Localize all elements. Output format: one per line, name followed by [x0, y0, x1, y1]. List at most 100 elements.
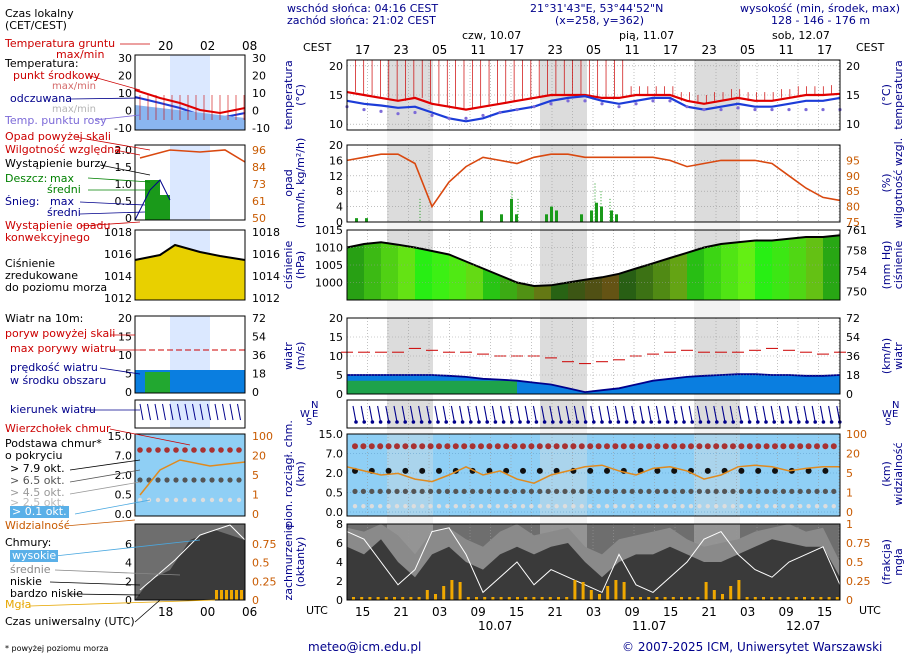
contact-email[interactable]: meteo@icm.edu.pl: [308, 640, 422, 654]
legend-leader: [114, 149, 141, 156]
mini-cloud-base: [200, 497, 206, 503]
wind-arrow-head: [460, 420, 465, 424]
cloud-base-dot: [806, 503, 811, 509]
cloud-base-dot: [604, 503, 610, 509]
kmh-axis-label-2: wiatr: [892, 342, 905, 370]
fog-bar: [483, 597, 487, 600]
fog-bar: [507, 597, 511, 600]
mini-wind-arrow: [207, 403, 211, 421]
cloud-top-dot: [738, 443, 745, 450]
precip-axis-label-2: (mm/h, kg/m²/h): [294, 138, 307, 229]
wind-arrow: [705, 405, 710, 423]
cloud-base-dot: [671, 488, 677, 494]
wind-arrow-head: [387, 420, 391, 424]
cloud-base-dot: [495, 488, 501, 494]
legend-fog: Mgła: [5, 598, 32, 611]
cloud-base-dot: [764, 488, 770, 494]
wind-arrow: [729, 405, 734, 423]
grid-position: (x=258, y=362): [555, 14, 645, 27]
cloud-top-dot: [360, 443, 367, 450]
wind-arrow-head: [583, 420, 588, 424]
cloud-base-dot: [722, 503, 727, 509]
mini-tick-left: 30: [118, 52, 132, 65]
okt-tick: 4: [336, 556, 343, 569]
compass-N: N: [311, 400, 318, 411]
panel-border: [346, 59, 841, 131]
fog-bar: [803, 597, 806, 600]
dewpoint-point: [447, 116, 451, 120]
mini-wind-arrow: [177, 403, 181, 421]
precip-tick: 20: [329, 139, 343, 152]
wind-arrow-head: [510, 420, 514, 424]
cloud-top-dot: [755, 443, 762, 450]
cloud-base-dot: [394, 503, 400, 509]
wind-arrow-head: [739, 420, 744, 424]
temp-axis-label: temperatura (°C): [282, 60, 307, 129]
temp-tick-right: 15: [846, 89, 860, 102]
temp-axis-label-2: (°C): [294, 84, 307, 106]
cloud-top-dot: [578, 443, 585, 450]
mini-tick-left: 4: [125, 557, 132, 570]
cloud-top-dot: [503, 443, 510, 450]
fog-bar: [516, 597, 519, 600]
mini-top-hour: 08: [242, 39, 257, 53]
wind-arrow: [459, 405, 464, 423]
dewpoint-point: [668, 99, 672, 103]
wind-arrow: [524, 405, 529, 423]
pressure-tick: 1015: [315, 224, 343, 237]
mini-tick-right: 1018: [252, 226, 280, 239]
wind-axis-label-2: (m/s): [294, 342, 307, 371]
mini-tick-left: 15.0: [108, 430, 133, 443]
cloud-base-dot: [553, 467, 560, 474]
cloud-base-dot: [638, 503, 643, 509]
dewpoint-point: [481, 113, 485, 118]
dewpoint-point: [719, 107, 723, 112]
fog-bar: [655, 597, 659, 600]
mini-cloud-top: [227, 447, 233, 453]
cloud-base-dot: [805, 467, 812, 474]
mini-cloud-area: [135, 530, 245, 600]
wind-arrow-head: [575, 420, 580, 424]
compass-S: S: [885, 417, 891, 428]
mini-fog-bar: [230, 590, 233, 600]
pressure-area: [398, 244, 415, 300]
wind-arrow-head: [354, 420, 358, 424]
mini-tick-left: 10: [118, 87, 132, 100]
fog-bar: [393, 597, 396, 600]
fog-bar: [639, 597, 642, 600]
legend-rain: Deszcz:: [5, 172, 48, 185]
cloud-top-dot: [814, 443, 820, 450]
rain-bar: [555, 210, 558, 222]
cloud-base-dot: [411, 503, 416, 509]
cloud-base-dot: [612, 488, 619, 494]
top-hour-tick: 23: [548, 43, 563, 57]
mini-cloud-base: [227, 477, 233, 483]
pressure-area: [585, 277, 602, 300]
wind-arrow: [426, 405, 431, 423]
cloud-base-dot: [772, 467, 778, 474]
fog-bar: [688, 597, 692, 600]
mini-visibility-line: [139, 459, 246, 496]
mini-cloud-base: [209, 497, 215, 503]
mini-cloud-base: [164, 497, 170, 503]
mini-rain-bar: [145, 180, 160, 220]
mini-tick-right: 96: [252, 144, 266, 157]
cloud-base-dot: [386, 503, 391, 509]
wind-arrow: [836, 405, 841, 423]
temp-axis-label-right: (°C) temperatura: [880, 60, 905, 129]
legend-cloud-base-2: o pokryciu: [5, 449, 63, 462]
kmh-tick: 18: [846, 369, 860, 382]
legend-leader: [69, 481, 141, 495]
pressure-area: [823, 235, 840, 300]
pressure-area: [466, 261, 483, 300]
pressure-area: [806, 237, 823, 300]
mini-fog-bar: [220, 590, 223, 600]
fraction-axis-label-2: (oktanty): [294, 537, 307, 588]
cloud-base-dot: [798, 503, 803, 509]
mini-cloud-base: [137, 477, 143, 483]
wind-arrow: [590, 405, 595, 423]
wind-arrow-head: [395, 420, 399, 424]
cloud-base-dot: [579, 488, 585, 494]
cloud-base-dot: [630, 503, 635, 509]
cloud-base-dot: [528, 488, 535, 494]
